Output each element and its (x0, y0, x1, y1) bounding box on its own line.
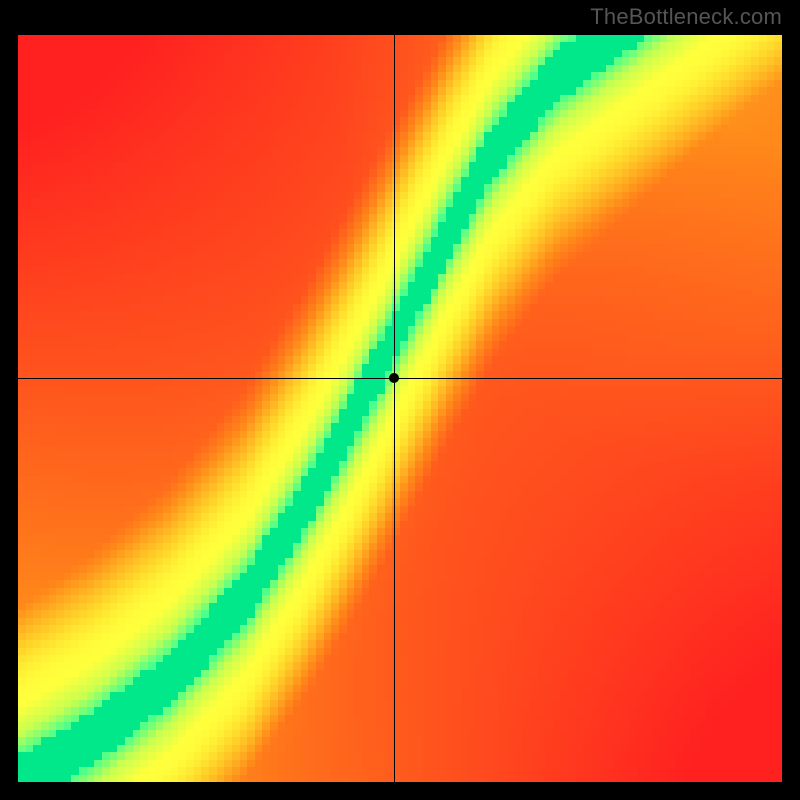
chart-container: TheBottleneck.com (0, 0, 800, 800)
crosshair-horizontal (18, 378, 782, 379)
attribution-text: TheBottleneck.com (590, 4, 782, 30)
crosshair-vertical (394, 35, 395, 782)
crosshair-marker (389, 373, 399, 383)
heatmap-plot (18, 35, 782, 782)
heatmap-canvas (18, 35, 782, 782)
